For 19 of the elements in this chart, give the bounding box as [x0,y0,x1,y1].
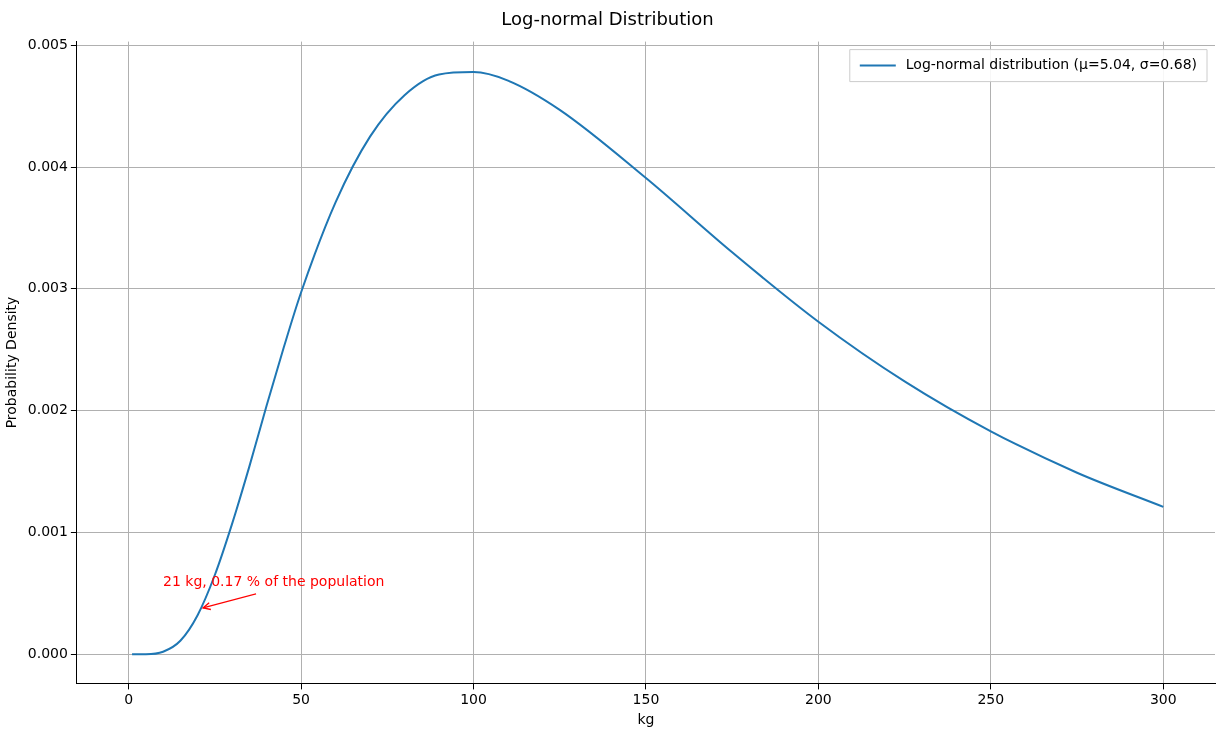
y-axis-title: Probability Density [3,296,20,429]
y-tick-label: 0.000 [27,644,68,661]
y-tick-label: 0.004 [27,157,68,174]
y-tick-label: 0.001 [27,523,68,540]
x-tick-label: 50 [292,691,310,708]
x-axis-title: kg [637,711,655,728]
legend-label: Log-normal distribution (μ=5.04, σ=0.68) [905,56,1198,73]
line-series [131,71,1165,656]
x-tick-label: 100 [460,691,487,708]
y-tick-label: 0.002 [27,401,68,418]
y-tick-label: 0.005 [27,35,68,52]
x-tick-label: 300 [1149,691,1177,708]
x-tick-label: 250 [977,691,1005,708]
annotation: 21 kg, 0.17 % of the population [163,572,385,589]
x-tick-label: 200 [805,691,832,708]
x-tick-label: 0 [124,691,134,708]
y-tick-label: 0.003 [27,279,68,296]
chart-title: Log-normal Distribution [501,8,714,30]
x-tick-label: 150 [632,691,660,708]
